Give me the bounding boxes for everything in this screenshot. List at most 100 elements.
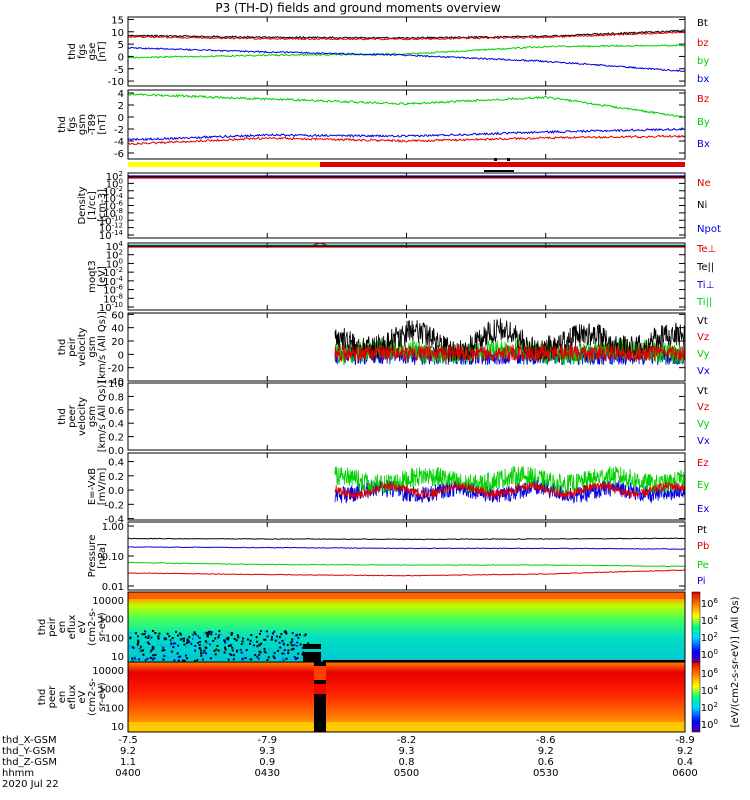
- spectrogram-pixel: [227, 644, 230, 647]
- spectrogram-pixel: [177, 655, 180, 658]
- spectrogram-pixel: [260, 642, 263, 645]
- y-tick-label: 5: [118, 40, 124, 51]
- legend-label: By: [697, 117, 710, 128]
- spectrogram-pixel: [227, 636, 230, 639]
- spectrogram-pixel: [166, 632, 169, 635]
- spectrogram-pixel: [142, 653, 145, 656]
- spectrogram-pixel: [210, 631, 213, 634]
- spectrogram-pixel: [295, 634, 298, 637]
- spectrogram-pixel: [162, 658, 165, 661]
- colorbar-electron: [691, 661, 701, 733]
- spectrogram-pixel: [301, 653, 304, 656]
- legend-label: Te||: [696, 262, 714, 273]
- spectrogram-gap: [303, 652, 321, 662]
- spectrogram-pixel: [150, 636, 153, 639]
- orbit-value: -7.5: [118, 735, 138, 746]
- legend-label: Vt: [697, 316, 708, 327]
- y-tick-label: -6: [114, 149, 124, 160]
- spectrogram-pixel: [187, 640, 190, 643]
- spectrogram-pixel: [256, 645, 259, 648]
- spectrogram-pixel: [132, 631, 135, 634]
- spectrogram-pixel: [207, 640, 210, 643]
- spectrogram-pixel: [230, 633, 233, 636]
- spectrogram-pixel: [286, 643, 289, 646]
- spectrogram-pixel: [266, 630, 269, 633]
- spectrogram-pixel: [296, 657, 299, 660]
- spectrogram-pixel: [241, 640, 244, 643]
- status-marker: [484, 170, 514, 172]
- spectrogram-pixel: [135, 632, 138, 635]
- spectrogram-pixel: [267, 656, 270, 659]
- spectrogram-pixel: [172, 642, 175, 645]
- colorbar-tick: 102: [701, 701, 718, 714]
- spectrogram-pixel: [242, 659, 245, 662]
- date-label: 2020 Jul 22: [2, 779, 59, 790]
- spectrogram-pixel: [257, 657, 260, 660]
- spectrogram-pixel: [210, 653, 213, 656]
- spectrogram-pixel: [232, 658, 235, 661]
- spectrogram-pixel: [248, 654, 251, 657]
- spectrogram-pixel: [209, 643, 212, 646]
- spectrogram-pixel: [136, 635, 139, 638]
- spectrogram-pixel: [299, 643, 302, 646]
- spectrogram-pixel: [278, 641, 281, 644]
- spectrogram-pixel: [170, 650, 173, 653]
- legend-label: Vy: [697, 419, 710, 430]
- orbit-value: 9.3: [259, 746, 275, 757]
- spectrogram-pixel: [233, 637, 236, 640]
- y-tick-label: 10: [111, 722, 124, 733]
- spectrogram-pixel: [307, 642, 310, 645]
- spectrogram-pixel: [183, 659, 186, 662]
- spectrogram-pixel: [178, 638, 181, 641]
- spectrogram-pixel: [194, 633, 197, 636]
- y-tick-label: 0.4: [108, 419, 124, 430]
- spectrogram-pixel: [143, 642, 146, 645]
- spectrogram-pixel: [129, 646, 132, 649]
- legend-label: Ez: [697, 458, 709, 469]
- y-tick-label: 10-12: [99, 222, 123, 235]
- legend-label: Vt: [697, 386, 708, 397]
- spectrogram-pixel: [136, 643, 139, 646]
- y-tick-label: 0: [118, 52, 124, 63]
- spectrogram-pixel: [196, 635, 199, 638]
- spectrogram-pixel: [246, 638, 249, 641]
- y-tick-label: -0.4: [104, 515, 124, 526]
- spectrogram-pixel: [235, 639, 238, 642]
- y-tick-label: 0.0: [108, 486, 124, 497]
- legend-label: Npot: [697, 224, 721, 235]
- spectrogram-pixel: [297, 637, 300, 640]
- spectrogram-pixel: [243, 643, 246, 646]
- spectrogram-pixel: [163, 645, 166, 648]
- legend-label: Pi: [697, 576, 706, 587]
- spectrogram-pixel: [160, 643, 163, 646]
- series-line-by: [127, 44, 686, 59]
- colorbar-label: [eV/(cm2-s-sr-eV)] (All Qs): [730, 596, 741, 727]
- y-tick-label: 10-10: [99, 214, 123, 227]
- spectrogram-gap-fill: [314, 666, 326, 680]
- y-tick-label: 10-10: [99, 301, 123, 314]
- spectrogram-pixel: [198, 644, 201, 647]
- spectrogram-pixel: [202, 631, 205, 634]
- spectrogram-pixel: [278, 659, 281, 662]
- panel-frame: [127, 452, 686, 521]
- spectrogram-pixel: [295, 644, 298, 647]
- y-axis-title: thdpeirvelocitygsm[km/s (All Qs)]: [57, 311, 108, 383]
- spectrogram-pixel: [157, 635, 160, 638]
- spectrogram-pixel: [225, 637, 228, 640]
- spectrogram-pixel: [260, 630, 263, 633]
- spectrogram-pixel: [193, 659, 196, 662]
- spectrogram-pixel: [201, 658, 204, 661]
- panel-frame: [127, 521, 686, 591]
- spectrogram-pixel: [281, 648, 284, 651]
- y-tick-label: 104: [106, 240, 124, 253]
- spectrogram-pixel: [218, 630, 221, 633]
- panel-frame: [127, 382, 686, 451]
- orbit-value: -7.9: [257, 735, 277, 746]
- orbit-row-label: thd_Z-GSM: [2, 757, 57, 768]
- y-axis-title: moqt3[eV]: [87, 260, 108, 293]
- spectrogram-pixel: [267, 633, 270, 636]
- spectrogram-pixel: [204, 640, 207, 643]
- y-tick-label: 4: [118, 89, 124, 100]
- panel-fgs_gse: thdfgsgse[nT]: [67, 17, 686, 86]
- y-axis-title: Pressure[nPa]: [87, 535, 108, 578]
